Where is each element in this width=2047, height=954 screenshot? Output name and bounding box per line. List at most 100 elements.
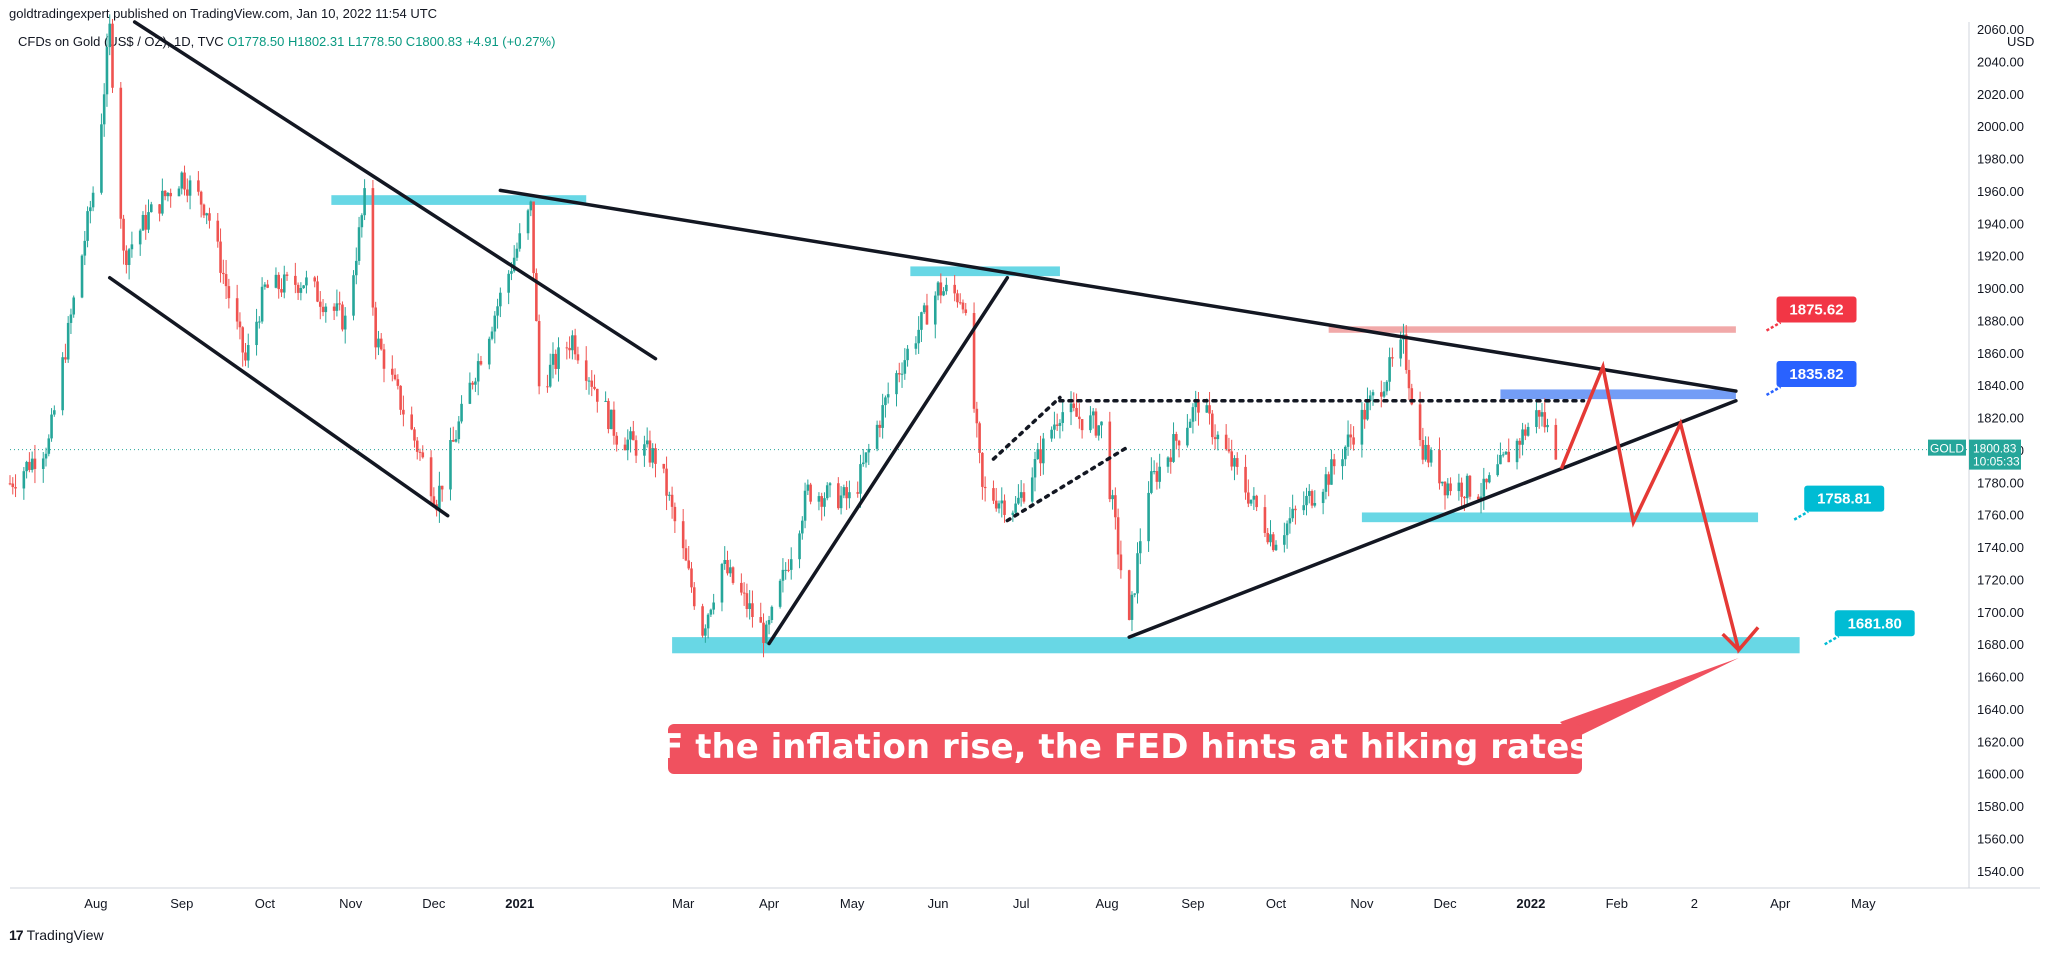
- candle-body: [1208, 405, 1211, 414]
- candle-body: [14, 487, 17, 489]
- candle-body: [1385, 381, 1389, 392]
- candle-body: [1116, 517, 1120, 555]
- candle-body: [956, 293, 959, 303]
- candle-body: [53, 410, 56, 415]
- candle-body: [69, 314, 73, 323]
- channel-lower: [107, 276, 450, 518]
- tradingview-brand[interactable]: 17 TradingView: [9, 927, 104, 943]
- last-price-tag-bg: [1969, 439, 2021, 470]
- y-tick-label: 1680.00: [1977, 637, 2024, 652]
- candle-body: [460, 403, 463, 422]
- rally-line: [767, 276, 1010, 646]
- x-tick-label: Sep: [170, 896, 193, 911]
- candle-body: [571, 335, 574, 351]
- candle-body: [1360, 409, 1364, 445]
- candle-body: [845, 487, 848, 499]
- candle-body: [219, 241, 222, 273]
- candle-body: [803, 490, 807, 521]
- candle-body: [748, 603, 751, 609]
- candle-body: [377, 338, 380, 348]
- price-axis[interactable]: 1540.00 1560.00 1580.00 1600.00 1620.00 1640.…: [1977, 22, 2034, 879]
- candle-body: [382, 349, 386, 369]
- candle-body: [823, 498, 826, 507]
- candle-body: [263, 284, 267, 287]
- candle-body: [1211, 413, 1214, 438]
- candle-body: [526, 210, 530, 234]
- candle-body: [1274, 544, 1278, 551]
- candle-body: [573, 335, 577, 355]
- candle-body: [886, 394, 890, 398]
- candle-body: [1321, 491, 1325, 504]
- candle-body: [1346, 434, 1350, 447]
- candle-body: [440, 485, 444, 490]
- candle-body: [432, 496, 436, 505]
- candle-body: [568, 347, 571, 351]
- candle-body: [1017, 497, 1020, 504]
- candle-body: [629, 431, 632, 440]
- candle-body: [1036, 449, 1040, 459]
- projection-layer: [1559, 360, 1760, 654]
- candle-body: [994, 500, 998, 509]
- candle-body: [1252, 495, 1256, 500]
- candle-body: [806, 484, 810, 491]
- candle-body: [1089, 415, 1092, 431]
- publisher-info: goldtradingexpert published on TradingVi…: [9, 6, 438, 21]
- price-label-leader: [1765, 321, 1782, 332]
- candle-body: [410, 414, 413, 430]
- candle-body: [1294, 508, 1297, 511]
- triangle-upper: [498, 188, 1738, 393]
- candle-body: [861, 462, 865, 465]
- candle-body: [798, 533, 801, 560]
- candle-body: [1150, 471, 1153, 493]
- candle-body: [903, 360, 907, 374]
- candle-body: [789, 559, 793, 570]
- candle-body: [1391, 357, 1394, 359]
- candle-body: [122, 218, 125, 251]
- candle-body: [529, 201, 533, 211]
- candle-body: [576, 354, 580, 361]
- candle-body: [1078, 416, 1081, 420]
- candle-body: [1388, 357, 1391, 382]
- symbol-tag: GOLD: [1930, 442, 1964, 456]
- candle-body: [305, 277, 308, 286]
- candle-body: [917, 329, 920, 344]
- candle-body: [1407, 369, 1411, 389]
- x-tick-label: 2021: [505, 896, 534, 911]
- candle-body: [706, 614, 710, 629]
- candle-body: [720, 563, 724, 603]
- candle-body: [321, 306, 325, 313]
- candle-body: [975, 408, 979, 424]
- candle-body: [1479, 496, 1483, 500]
- candle-body: [158, 204, 161, 214]
- candle-body: [1263, 507, 1267, 533]
- candle-body: [692, 587, 696, 607]
- candle-body: [784, 569, 787, 571]
- candle-body: [551, 353, 555, 365]
- candle-body: [294, 275, 297, 285]
- candle-body: [728, 567, 732, 574]
- candle-body: [820, 496, 823, 507]
- candle-body: [490, 331, 494, 339]
- candle-body: [565, 347, 569, 349]
- resistance-zone-1: [331, 195, 587, 205]
- y-tick-label: 1820.00: [1977, 411, 2024, 426]
- candle-body: [61, 357, 64, 411]
- y-tick-label: 1920.00: [1977, 249, 2024, 264]
- candle-body: [587, 380, 591, 382]
- candle-body: [1485, 478, 1488, 483]
- y-tick-label: 1780.00: [1977, 475, 2024, 490]
- candle-body: [1349, 434, 1353, 438]
- candle-body: [202, 204, 206, 216]
- candle-body: [496, 306, 499, 316]
- x-tick-label: Jun: [928, 896, 949, 911]
- candle-body: [313, 277, 317, 282]
- candle-body: [1172, 434, 1175, 462]
- candle-body: [1097, 425, 1101, 436]
- y-tick-label: 1960.00: [1977, 184, 2024, 199]
- candle-body: [277, 274, 281, 290]
- time-axis[interactable]: Aug Sep Oct Nov Dec 2021 Mar Apr May Jun Jul Aug Sep…: [84, 896, 1876, 911]
- candle-body: [89, 207, 92, 212]
- candle-body: [188, 180, 192, 196]
- candle-body: [546, 386, 549, 388]
